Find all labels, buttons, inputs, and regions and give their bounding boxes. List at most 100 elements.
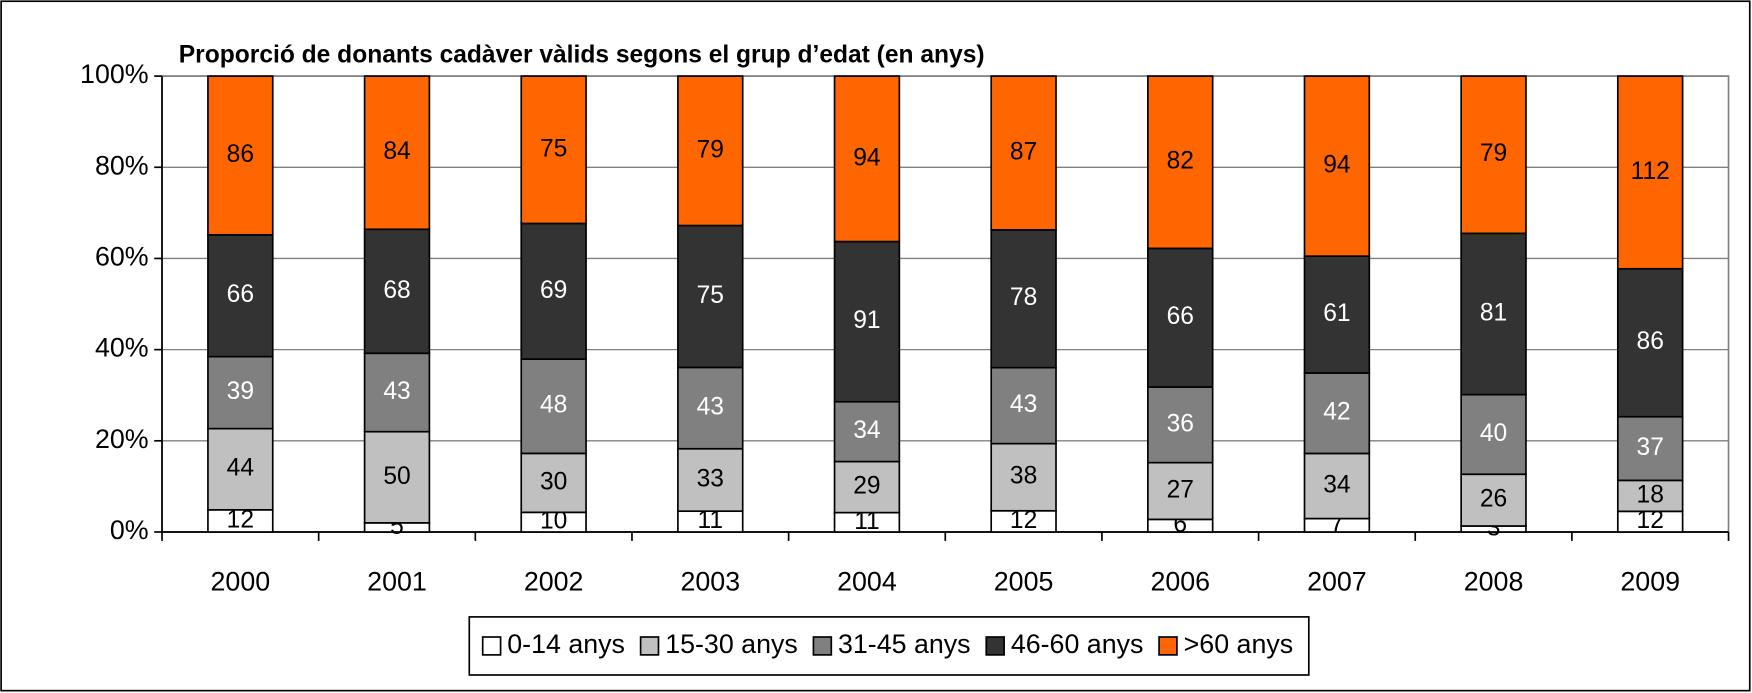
data-label: 18 xyxy=(1637,481,1664,508)
y-tick-label: 80% xyxy=(95,150,149,180)
data-label: 82 xyxy=(1167,148,1194,175)
bar-segment xyxy=(520,222,587,360)
bar-segment xyxy=(1147,247,1214,388)
bar-segment xyxy=(1460,232,1527,396)
bar-segment xyxy=(1303,75,1371,257)
data-label: 87 xyxy=(1010,138,1037,165)
data-label: 44 xyxy=(227,455,254,482)
x-tick-label: 2001 xyxy=(367,566,427,596)
data-label: 27 xyxy=(1167,477,1194,504)
legend: 0-14 anys 15-30 anys 31-45 anys 46-60 anys >… xyxy=(468,616,1310,676)
data-label: 40 xyxy=(1480,420,1507,447)
bar-segment xyxy=(1460,75,1527,235)
data-label: 91 xyxy=(853,307,880,334)
y-tick-label: 20% xyxy=(95,424,149,454)
data-label: 26 xyxy=(1480,486,1507,513)
bar-segment xyxy=(520,75,587,225)
data-label: 66 xyxy=(227,281,254,308)
data-label: 30 xyxy=(540,468,567,495)
data-label: 29 xyxy=(853,473,880,500)
data-label: 66 xyxy=(1167,303,1194,330)
x-tick-label: 2008 xyxy=(1464,566,1524,596)
legend-swatch xyxy=(481,636,502,656)
data-label: 81 xyxy=(1480,299,1507,326)
data-label: 94 xyxy=(1323,152,1350,179)
data-label: 43 xyxy=(1010,391,1037,418)
bar-segment xyxy=(207,75,274,236)
x-tick-label: 2007 xyxy=(1307,566,1367,596)
data-label: 86 xyxy=(1637,328,1664,355)
bar-segment xyxy=(1616,75,1684,270)
bar-segment xyxy=(677,75,744,227)
x-tick-label: 2005 xyxy=(994,566,1054,596)
bar-segment xyxy=(363,228,431,355)
data-label: 94 xyxy=(853,144,880,171)
data-label: 33 xyxy=(697,465,724,492)
y-tick-label: 60% xyxy=(95,242,149,272)
data-label: 34 xyxy=(853,417,880,444)
legend-label: 0-14 anys xyxy=(507,629,625,659)
data-label: 68 xyxy=(383,277,410,304)
bar-segment xyxy=(1460,393,1527,476)
bar-segment xyxy=(677,366,744,450)
data-label: 61 xyxy=(1323,300,1350,327)
data-label: 34 xyxy=(1323,472,1350,499)
bar-segment xyxy=(1303,372,1371,455)
bar-segment xyxy=(1303,255,1371,374)
data-label: 43 xyxy=(697,394,724,421)
data-label: 48 xyxy=(540,392,567,419)
bar-segment xyxy=(990,228,1057,369)
data-label: 38 xyxy=(1010,463,1037,490)
legend-swatch xyxy=(985,636,1005,656)
x-tick-label: 2002 xyxy=(524,566,584,596)
data-label: 43 xyxy=(383,378,410,405)
bar-segment xyxy=(1147,386,1214,464)
data-label: 79 xyxy=(697,136,724,163)
chart-title: Proporció de donants cadàver vàlids sego… xyxy=(179,41,985,68)
x-tick-label: 2009 xyxy=(1620,566,1680,596)
data-label: 75 xyxy=(540,135,567,162)
data-label: 69 xyxy=(540,277,567,304)
bar-segment xyxy=(990,366,1057,445)
bar-segment xyxy=(207,355,274,430)
data-label: 50 xyxy=(383,463,410,490)
bar-segment xyxy=(363,352,431,433)
data-label: 78 xyxy=(1010,284,1037,311)
legend-label: 15-30 anys xyxy=(665,629,798,659)
data-label: 75 xyxy=(697,282,724,309)
legend-swatch xyxy=(812,636,833,656)
bar-segment xyxy=(833,75,901,243)
data-label: 37 xyxy=(1637,434,1664,461)
legend-swatch xyxy=(639,636,660,656)
bar-segment xyxy=(363,75,431,231)
bar-segment xyxy=(1303,452,1371,520)
y-tick-label: 0% xyxy=(110,515,149,545)
bar-segment xyxy=(1616,479,1684,513)
legend-label: >60 anys xyxy=(1184,629,1294,659)
bar-segment xyxy=(207,427,274,511)
bar-segment xyxy=(1147,75,1214,250)
bar-segment xyxy=(1147,461,1214,521)
data-label: 36 xyxy=(1167,410,1194,437)
x-tick-label: 2004 xyxy=(837,566,897,596)
legend-label: 31-45 anys xyxy=(838,629,971,659)
x-tick-label: 2006 xyxy=(1150,566,1210,596)
y-tick-label: 40% xyxy=(95,333,149,363)
data-label: 42 xyxy=(1323,399,1350,426)
x-tick-label: 2003 xyxy=(680,566,740,596)
bar-segment xyxy=(833,460,901,514)
data-label: 79 xyxy=(1480,140,1507,167)
bar-segment xyxy=(990,75,1057,231)
bar-segment xyxy=(833,240,901,403)
data-label: 39 xyxy=(227,378,254,405)
data-label: 86 xyxy=(227,141,254,168)
y-tick-label: 100% xyxy=(80,59,149,89)
data-label: 112 xyxy=(1631,158,1670,185)
legend-swatch xyxy=(1158,636,1178,656)
bar-segment xyxy=(1616,267,1684,418)
data-label: 12 xyxy=(227,506,254,533)
x-tick-label: 2000 xyxy=(211,566,271,596)
data-label: 84 xyxy=(383,138,410,165)
legend-label: 46-60 anys xyxy=(1011,629,1144,659)
